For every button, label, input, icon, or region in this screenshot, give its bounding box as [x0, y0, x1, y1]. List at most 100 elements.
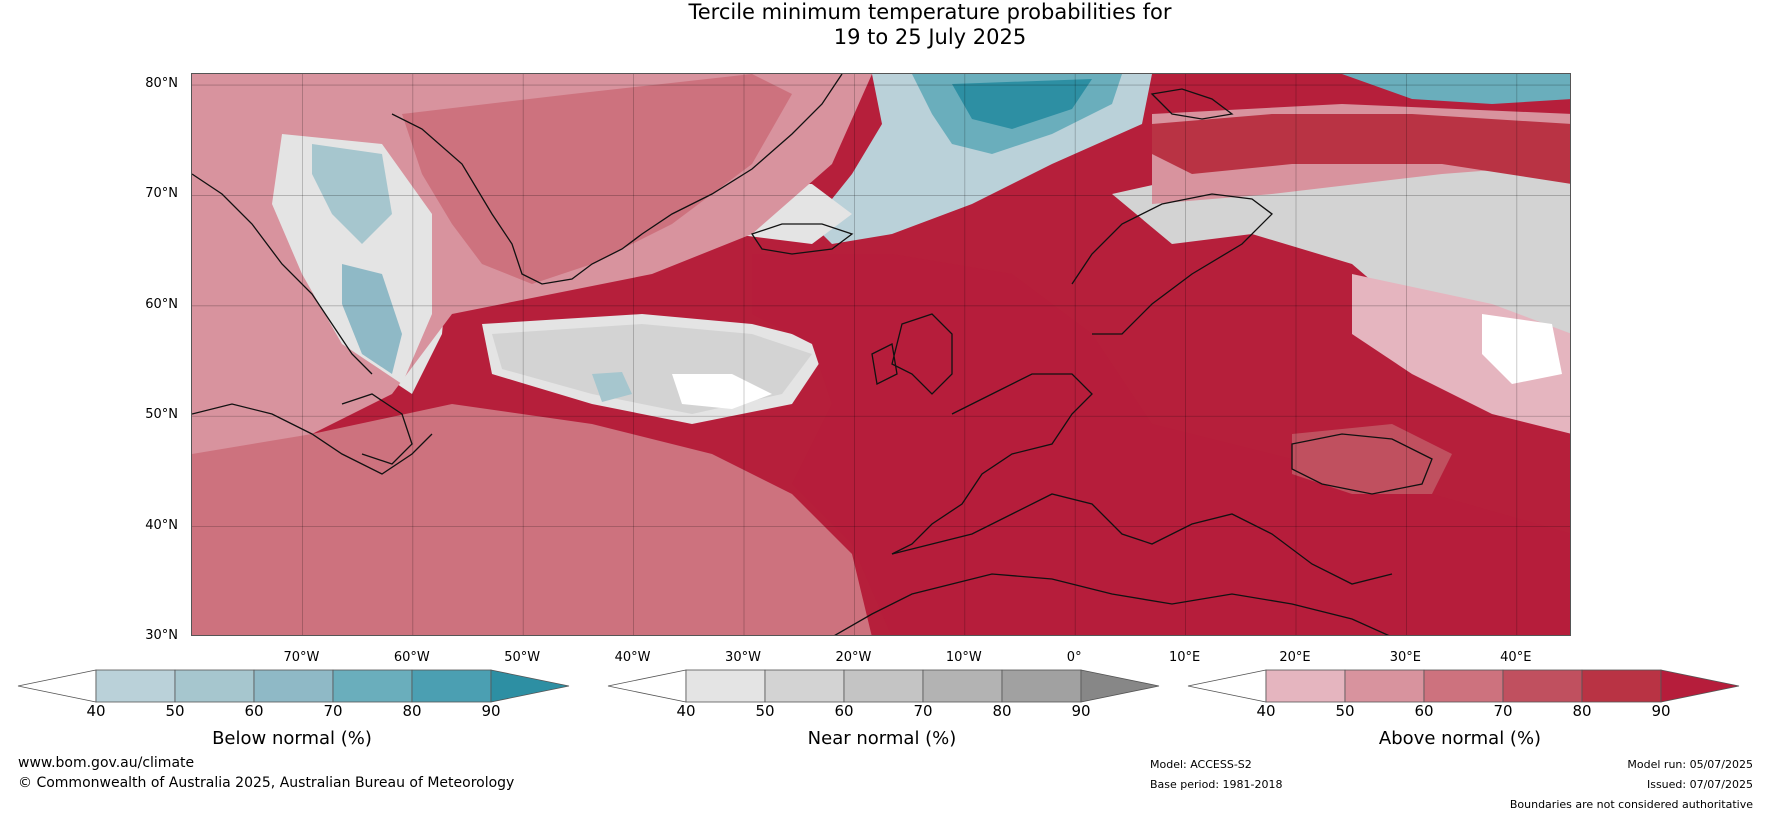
- footer-website: www.bom.gov.au/climate: [18, 755, 195, 771]
- colorbar-label-above-normal: Above normal (%): [1378, 728, 1542, 749]
- footer-model-run: Model run: 05/07/2025: [1627, 758, 1753, 771]
- colorbar-segment: [95, 669, 176, 703]
- longitude-tick-label: 0°: [1066, 650, 1082, 665]
- colorbar-label-below-normal: Below normal (%): [212, 728, 372, 749]
- coastline-baffin: [192, 173, 373, 375]
- colorbar-tick: 40: [86, 702, 106, 720]
- colorbar-tick: 70: [913, 702, 933, 720]
- latitude-tick-label: 80°N: [145, 76, 178, 92]
- coastline-black-sea: [1291, 433, 1433, 495]
- colorbar-tick: 50: [1335, 702, 1355, 720]
- coastline-labrador: [192, 403, 433, 475]
- colorbar-tick: 90: [1071, 702, 1091, 720]
- coastline-europe: [891, 373, 1093, 555]
- footer-issued: Issued: 07/07/2025: [1646, 778, 1753, 791]
- longitude-tick-label: 10°E: [1168, 650, 1201, 665]
- below-normal-region-labrador-sea: [342, 264, 402, 374]
- colorbar-segment: [922, 669, 1003, 703]
- latitude-tick-label: 60°N: [145, 296, 178, 312]
- coastline-british-isles: [871, 313, 953, 395]
- colorbar-tick: 40: [1256, 702, 1276, 720]
- colorbar-segment: [1502, 669, 1583, 703]
- colorbar-label-near-normal: Near normal (%): [807, 728, 957, 749]
- longitude-tick-label: 30°W: [725, 650, 761, 665]
- coastline-greenland: [391, 74, 843, 285]
- colorbar-tick: 60: [834, 702, 854, 720]
- graticule: [192, 74, 1570, 635]
- colorbar-segment: [1344, 669, 1425, 703]
- colorbar-tick: 50: [755, 702, 775, 720]
- colorbar-tick: 90: [481, 702, 501, 720]
- colorbar-tick: 90: [1651, 702, 1671, 720]
- title-line-2: 19 to 25 July 2025: [833, 25, 1027, 49]
- colorbar-tick: 60: [244, 702, 264, 720]
- probability-map: [191, 73, 1571, 636]
- coastline-svalbard: [1150, 88, 1234, 120]
- colorbar-extend-max: [1660, 669, 1740, 703]
- colorbar-tick: 60: [1414, 702, 1434, 720]
- colorbar-tick: 70: [1493, 702, 1513, 720]
- below-normal-region-barents: [1342, 74, 1570, 104]
- above-normal-light-region-eastern-europe: [1352, 274, 1570, 434]
- longitude-tick-label: 20°E: [1279, 650, 1311, 665]
- colorbar-segment: [174, 669, 255, 703]
- longitude-tick-label: 30°E: [1389, 650, 1422, 665]
- colorbar-segment: [1001, 669, 1082, 703]
- greenland-region: [402, 74, 792, 284]
- longitude-tick-label: 20°W: [835, 650, 872, 665]
- coastline-iceland: [750, 223, 854, 255]
- longitude-tick-label: 40°E: [1500, 650, 1532, 665]
- longitude-tick-label: 70°W: [283, 650, 320, 665]
- coastline-mediterranean: [891, 493, 1393, 585]
- white-patch-russia: [1482, 314, 1562, 384]
- colorbar-tick: 50: [165, 702, 185, 720]
- colorbar-segment: [685, 669, 766, 703]
- latitude-tick-label: 50°N: [145, 407, 178, 423]
- below-normal-region-baffin: [312, 144, 392, 244]
- colorbar-extend-max: [1080, 669, 1160, 703]
- map-canvas: [192, 74, 1570, 635]
- colorbar-tick: 80: [1572, 702, 1592, 720]
- colorbar-segment: [1265, 669, 1346, 703]
- latitude-tick-label: 70°N: [145, 186, 178, 202]
- colorbar-segment: [411, 669, 492, 703]
- colorbar-segment: [253, 669, 334, 703]
- below-normal-core-inner: [952, 79, 1092, 129]
- colorbar-tick: 70: [323, 702, 343, 720]
- longitude-tick-label: 10°W: [945, 650, 982, 665]
- footer-disclaimer: Boundaries are not considered authoritat…: [1509, 798, 1753, 811]
- colorbar-segment: [1423, 669, 1504, 703]
- footer-base-period: Base period: 1981-2018: [1150, 778, 1283, 791]
- longitude-tick-label: 60°W: [393, 650, 430, 665]
- colorbar-extend-max: [490, 669, 570, 703]
- colorbar-extend-min: [1187, 669, 1267, 703]
- coastline-north-africa: [834, 573, 1390, 635]
- colorbar-segment: [1581, 669, 1662, 703]
- above-normal-dark-region-eastern-atlantic: [752, 254, 1570, 635]
- footer-copyright: © Commonwealth of Australia 2025, Austra…: [18, 775, 515, 791]
- colorbar-tick: 40: [676, 702, 696, 720]
- colorbar-above-normal: [1187, 669, 1740, 703]
- white-patch-atlantic: [672, 374, 772, 409]
- colorbar-segment: [332, 669, 413, 703]
- coastlines: [192, 74, 1433, 635]
- above-normal-medium-region-black-sea: [1292, 424, 1452, 494]
- colorbar-extend-min: [607, 669, 687, 703]
- longitude-tick-label: 50°W: [504, 650, 541, 665]
- latitude-tick-label: 40°N: [145, 517, 178, 533]
- longitude-tick-label: 40°W: [614, 650, 651, 665]
- colorbar-tick: 80: [992, 702, 1012, 720]
- below-normal-patch-atlantic: [592, 372, 632, 402]
- above-normal-medium-region-arctic-north: [1152, 114, 1570, 184]
- coastline-scandinavia: [1071, 193, 1273, 335]
- coastline-newfoundland: [341, 393, 413, 465]
- colorbar-near-normal: [607, 669, 1160, 703]
- chart-title: Tercile minimum temperature probabilitie…: [0, 0, 1770, 50]
- colorbar-segment: [843, 669, 924, 703]
- colorbars: [17, 669, 1740, 703]
- footer-model: Model: ACCESS-S2: [1150, 758, 1252, 771]
- colorbar-below-normal: [17, 669, 570, 703]
- title-line-1: Tercile minimum temperature probabilitie…: [688, 0, 1172, 24]
- colorbar-segment: [764, 669, 845, 703]
- colorbar-tick: 80: [402, 702, 422, 720]
